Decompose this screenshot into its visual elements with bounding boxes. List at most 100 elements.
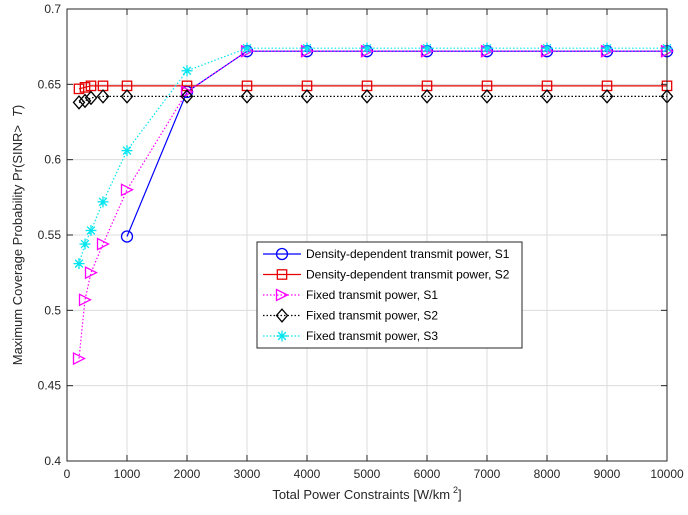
- asterisk-stroke: [80, 239, 90, 249]
- data-point: [97, 196, 109, 208]
- legend-marker: [276, 269, 288, 280]
- data-point: [361, 42, 373, 54]
- data-point: [600, 89, 614, 104]
- plot-area: 0 1000 2000 3000 4000 5000 6000 7000 8000 9000 100…: [38, 2, 684, 481]
- asterisk-stroke: [422, 43, 432, 53]
- data-point: [120, 230, 134, 243]
- asterisk-stroke: [74, 259, 84, 268]
- data-point: [96, 237, 110, 251]
- y-axis-label-italic: T: [10, 108, 25, 117]
- data-point: [120, 183, 134, 197]
- x-axis-label-close: ]: [458, 487, 462, 502]
- data-point: [301, 42, 313, 54]
- legend-marker: [276, 330, 288, 342]
- legend-entry-density-dependent-transmit-power-s2: Density-dependent transmit power, S2: [263, 268, 510, 282]
- y-tick-label: 0.65: [38, 77, 62, 91]
- y-axis-label: Maximum Coverage Probability Pr(SINR> T): [10, 105, 25, 366]
- data-point: [72, 95, 86, 110]
- data-point: [78, 293, 92, 307]
- data-point: [421, 42, 433, 54]
- asterisk-stroke: [98, 197, 108, 207]
- legend-marker: [275, 288, 289, 302]
- legend-entry-fixed-transmit-power-s2: Fixed transmit power, S2: [263, 308, 438, 323]
- x-tick-label: 1000: [114, 467, 141, 481]
- legend-entry-fixed-transmit-power-s1: Fixed transmit power, S1: [263, 288, 438, 302]
- data-point: [181, 65, 193, 77]
- legend-marker: [275, 308, 289, 323]
- x-tick-label: 2000: [174, 467, 201, 481]
- data-point: [241, 42, 253, 54]
- asterisk-stroke: [362, 43, 372, 53]
- y-tick-label: 0.5: [44, 303, 61, 317]
- data-point: [78, 93, 92, 109]
- legend-entry-fixed-transmit-power-s3: Fixed transmit power, S3: [263, 329, 438, 343]
- x-tick-label: 10000: [650, 467, 684, 481]
- x-tick-label: 0: [64, 467, 71, 481]
- legend-box: [256, 241, 523, 349]
- x-tick-label: 6000: [414, 467, 441, 481]
- asterisk-stroke: [542, 43, 552, 53]
- legend: Density-dependent transmit power, S1 Dens…: [256, 241, 523, 349]
- data-point: [84, 266, 98, 280]
- y-tick-label: 0.7: [44, 2, 61, 16]
- data-point: [541, 42, 553, 54]
- legend-label: Fixed transmit power, S1: [306, 288, 438, 302]
- legend-label: Density-dependent transmit power, S2: [306, 268, 510, 282]
- data-point: [121, 145, 133, 157]
- x-tick-label: 8000: [534, 467, 561, 481]
- asterisk-stroke: [182, 66, 192, 76]
- legend-entry-density-dependent-transmit-power-s1: Density-dependent transmit power, S1: [263, 247, 510, 261]
- asterisk-stroke: [277, 331, 287, 341]
- data-point: [84, 90, 98, 106]
- data-point: [120, 89, 134, 104]
- legend-label: Fixed transmit power, S3: [306, 329, 438, 343]
- data-point: [480, 89, 494, 104]
- x-tick-label: 9000: [594, 467, 621, 481]
- data-point: [73, 258, 85, 270]
- series-fixed-transmit-power-s2: [72, 89, 674, 110]
- y-tick-label: 0.4: [44, 454, 61, 468]
- data-point: [240, 89, 254, 104]
- data-point: [601, 42, 613, 54]
- legend-label: Fixed transmit power, S2: [306, 309, 438, 323]
- y-tick-label: 0.6: [44, 153, 61, 167]
- y-axis-label-text: Maximum Coverage Probability Pr(SINR>: [10, 125, 25, 365]
- data-point: [73, 83, 85, 95]
- series-density-dependent-transmit-power-s2: [73, 80, 673, 95]
- data-point: [72, 351, 86, 366]
- data-point: [79, 82, 91, 93]
- asterisk-stroke: [86, 226, 96, 235]
- data-point: [96, 89, 110, 104]
- data-point: [481, 42, 493, 54]
- asterisk-stroke: [482, 43, 492, 53]
- x-axis-label: Total Power Constraints [W/km 2]: [272, 485, 461, 502]
- legend-label: Density-dependent transmit power, S1: [306, 247, 510, 261]
- asterisk-stroke: [302, 43, 312, 53]
- axis-ticks: 0 1000 2000 3000 4000 5000 6000 7000 8000 9000 100…: [38, 2, 684, 481]
- x-axis-label-superscript: 2: [453, 485, 458, 495]
- data-point: [300, 89, 314, 104]
- asterisk-stroke: [602, 43, 612, 53]
- data-point: [85, 224, 97, 236]
- data-point: [360, 89, 374, 104]
- series-line: [78, 85, 667, 90]
- series-line: [78, 95, 667, 103]
- x-tick-label: 7000: [474, 467, 501, 481]
- x-axis-label-text: Total Power Constraints [W/km: [272, 487, 450, 502]
- data-point: [420, 89, 434, 104]
- data-point: [79, 238, 91, 250]
- legend-marker: [275, 247, 289, 261]
- series-line: [78, 50, 667, 359]
- y-tick-label: 0.55: [38, 228, 62, 242]
- asterisk-stroke: [122, 146, 132, 155]
- x-tick-label: 4000: [294, 467, 321, 481]
- data-point: [85, 80, 97, 92]
- y-tick-label: 0.45: [38, 379, 62, 393]
- y-axis-label-close: ): [10, 105, 25, 109]
- data-point: [180, 89, 194, 104]
- data-point: [540, 89, 554, 104]
- asterisk-stroke: [242, 43, 252, 53]
- x-tick-label: 5000: [354, 467, 381, 481]
- legend-entries: Density-dependent transmit power, S1 Dens…: [263, 247, 510, 343]
